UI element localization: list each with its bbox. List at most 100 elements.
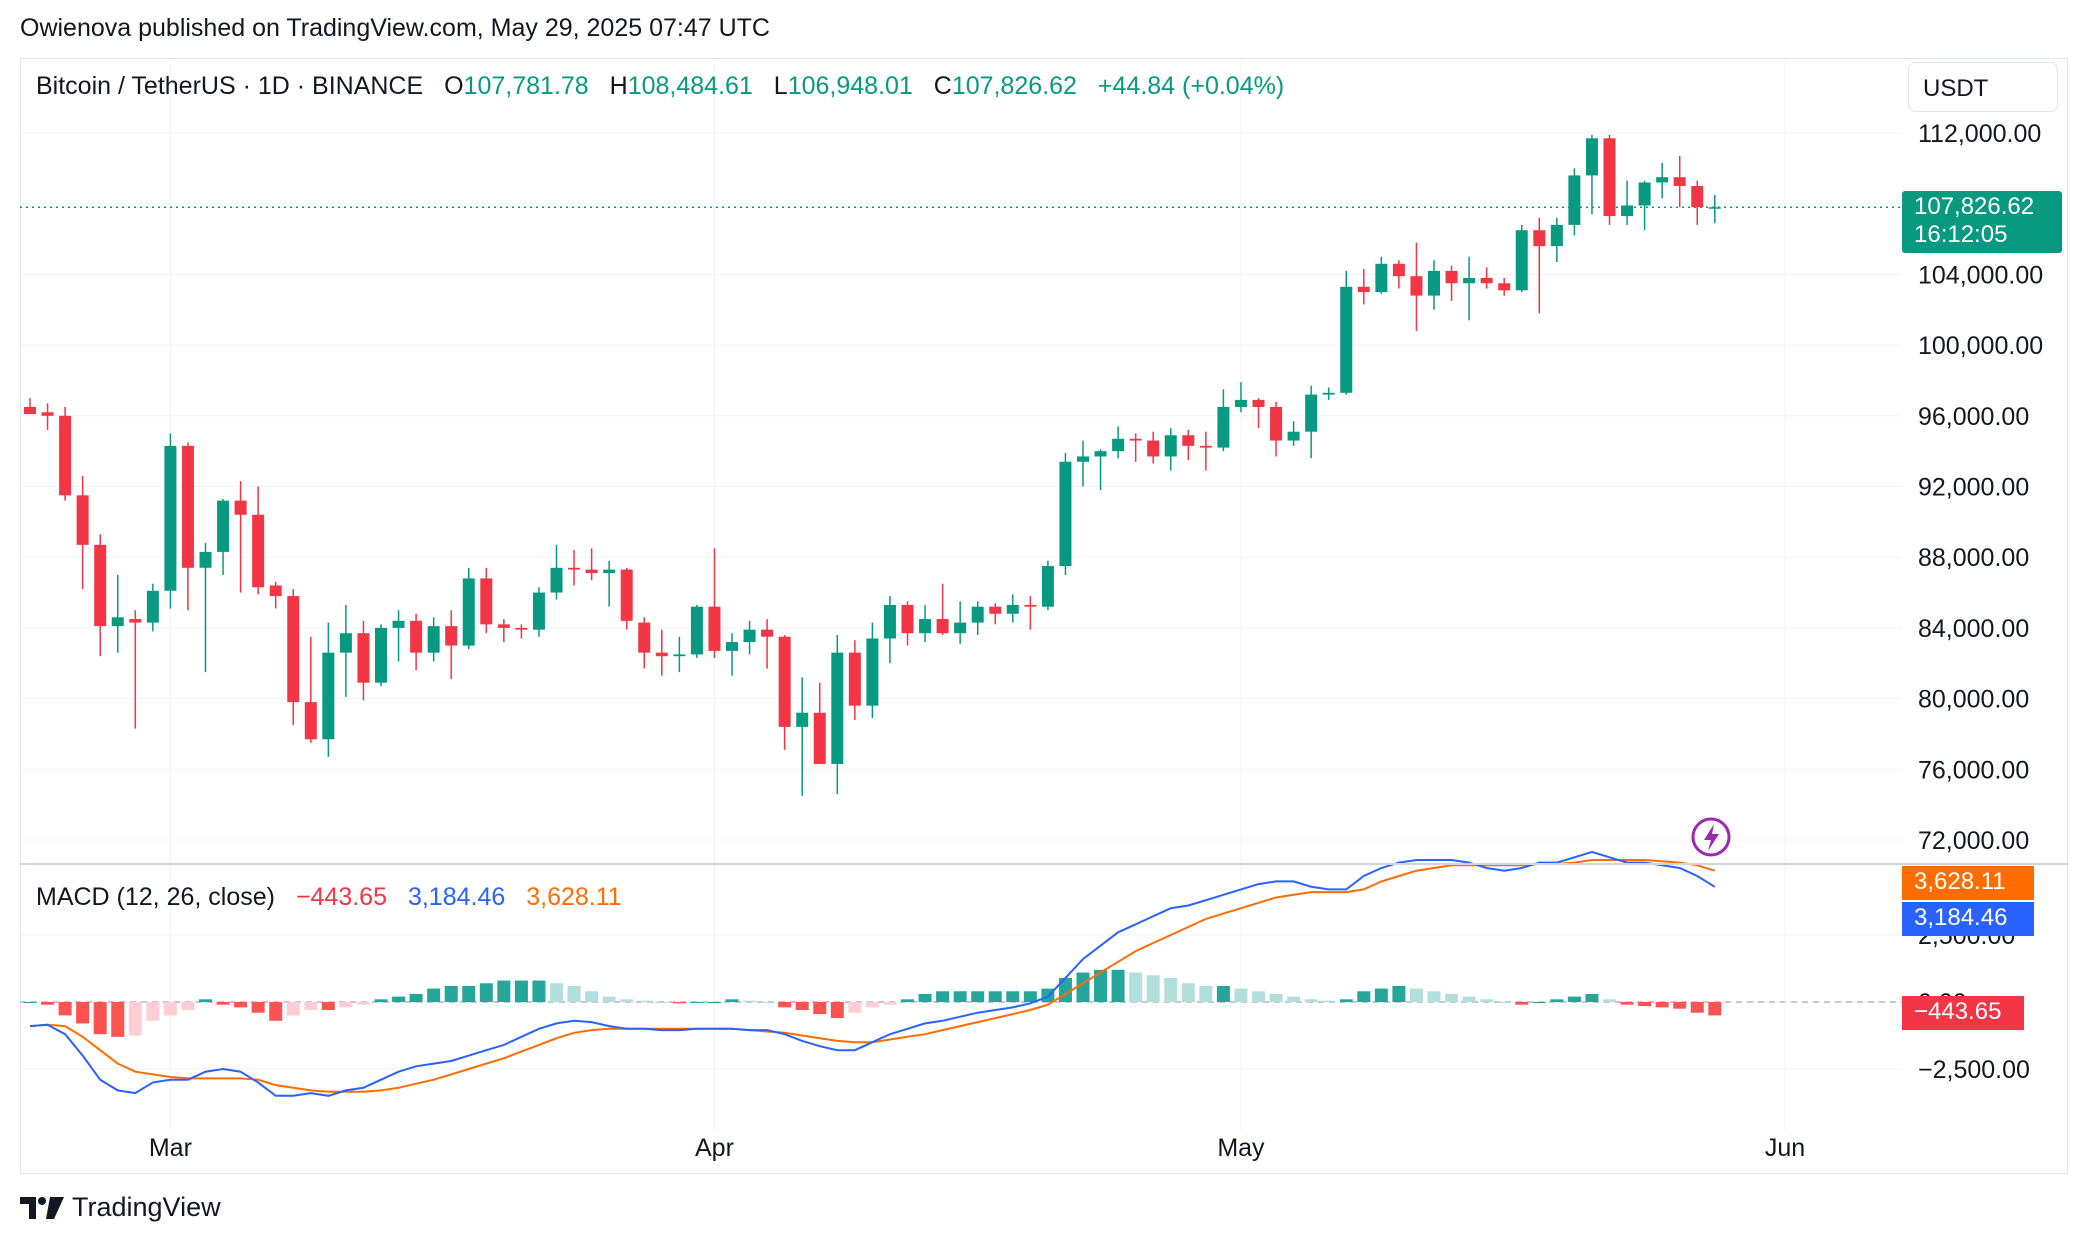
time-axis[interactable]: Mar Apr May Jun [149,1134,1805,1162]
chart-frame[interactable] [20,58,2068,1174]
candle-body [1006,604,1019,614]
macd-histogram-bar [128,1002,142,1036]
macd-histogram-bar [58,1002,72,1016]
candle-body [445,626,458,646]
macd-line-value: 3,184.46 [407,883,506,911]
candle [690,604,703,658]
candle [638,617,651,669]
currency-selector[interactable]: USDT [1908,62,2058,112]
macd-histogram-bar [1199,985,1213,1002]
candle-body [497,624,510,628]
candle [322,622,335,757]
candle [462,567,475,650]
candle-body [1656,177,1669,183]
candle [831,634,844,795]
macd-histogram-bar [1216,985,1230,1002]
candle [1708,194,1721,224]
candle [1550,217,1563,263]
macd-histogram-bar [901,999,914,1002]
candle [1199,431,1212,471]
candle-body [1357,286,1370,293]
candle [848,640,861,720]
candle-body [831,652,844,764]
open-key: O [444,72,464,100]
candle-body [1392,263,1405,277]
macd-line [29,850,1716,1097]
macd-histogram-bar [971,991,985,1002]
close-key: C [933,72,952,100]
candle-body [989,606,1002,614]
candle [1638,180,1651,231]
macd-histogram-bar [339,1002,353,1008]
macd-histogram-bar [321,1002,335,1011]
macd-histogram-bar [1322,1000,1336,1002]
macd-histogram-bar [216,1002,230,1005]
candle [1182,429,1195,460]
candle-body [1270,406,1283,441]
macd-histogram-bar [988,991,1002,1002]
candle-body [462,578,475,646]
candle-body [480,578,493,625]
candle [199,543,212,673]
macd-histogram-bar [1357,991,1371,1002]
macd-histogram-bar [848,1002,862,1013]
tradingview-logo-icon[interactable] [20,1195,64,1221]
candle [603,560,616,607]
candle-body [1024,604,1037,607]
macd-histogram [23,969,1722,1037]
candle-body [726,642,738,651]
macd-histogram-bar [1445,993,1459,1002]
candle-body [181,445,194,568]
candle-body [1164,435,1177,457]
candle [936,583,949,635]
candle [339,604,352,697]
candle [129,610,142,729]
macd-histogram-bar [1129,972,1143,1002]
candle-body [1533,230,1546,247]
candle-body [129,619,142,623]
candle-body [1498,283,1511,291]
macd-histogram-bar [427,988,441,1002]
candle-body [357,633,370,683]
macd-histogram-bar [602,996,616,1002]
open-value: 107,781.78 [463,72,589,100]
candle [480,567,493,634]
macd-histogram-bar [1462,996,1476,1002]
candle-body [1621,205,1634,217]
macd-histogram-bar [146,1002,160,1021]
price-axis[interactable]: 112,000.00 104,000.00 100,000.00 96,000.00 9… [1918,120,2043,1084]
time-tick-label: Apr [695,1134,734,1162]
candle-body [708,606,721,651]
candle [1445,265,1458,301]
candle [971,601,984,635]
price-tick-label: 72,000.00 [1918,827,2029,855]
candle [1234,382,1247,413]
macd-histogram-bar [1076,972,1090,1002]
symbol-label[interactable]: Bitcoin / TetherUS · 1D · BINANCE [36,72,424,100]
candle-body [866,638,879,706]
candle [1164,428,1177,471]
candle [655,629,668,676]
macd-histogram-bar [234,1002,248,1008]
macd-histogram-bar [1690,1002,1704,1013]
time-tick-label: Mar [149,1134,192,1162]
macd-histogram-bar [1392,985,1406,1002]
candle [761,619,774,669]
macd-histogram-bar [725,999,739,1002]
candle [919,604,932,643]
candle-body [41,412,54,416]
candle-body [24,406,36,415]
candle [1621,180,1634,225]
macd-histogram-bar [865,1002,879,1008]
macd-title[interactable]: MACD (12, 26, close) [36,883,275,911]
macd-histogram-bar [93,1002,107,1035]
macd-histogram-bar [1427,991,1441,1002]
tradingview-brand[interactable]: TradingView [72,1192,221,1222]
candle-body [1077,456,1089,462]
candle [1094,449,1107,491]
lightning-icon[interactable] [1691,817,1731,857]
candle-body [1041,566,1054,607]
candle-body [252,514,265,588]
macd-histogram-bar [1252,991,1265,1002]
